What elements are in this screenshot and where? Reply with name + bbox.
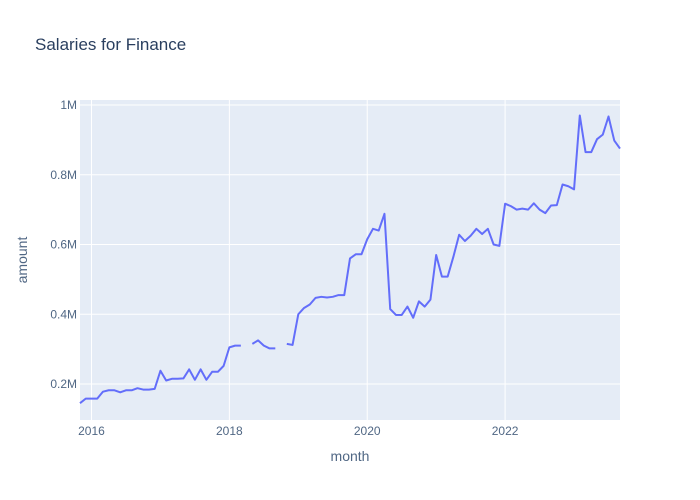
y-tick-label: 0.4M — [50, 307, 77, 321]
x-tick-label: 2018 — [216, 424, 243, 438]
x-tick-label: 2020 — [354, 424, 381, 438]
y-tick-label: 1M — [60, 98, 77, 112]
series-line-segment-1[interactable] — [79, 344, 241, 404]
grid-lines — [80, 100, 620, 420]
y-tick-label: 0.8M — [50, 168, 77, 182]
series-lines — [79, 114, 621, 404]
tick-labels: 2016 2018 2020 2022 0.2M 0.4M 0.6M 0.8M 1M — [50, 98, 518, 438]
chart-title: Salaries for Finance — [35, 35, 186, 54]
y-tick-label: 0.2M — [50, 377, 77, 391]
series-line-segment-3[interactable] — [286, 114, 621, 346]
x-tick-label: 2016 — [78, 424, 105, 438]
series-line-segment-2[interactable] — [251, 339, 276, 350]
y-tick-label: 0.6M — [50, 238, 77, 252]
x-tick-label: 2022 — [492, 424, 519, 438]
x-axis-title: month — [331, 448, 370, 464]
y-axis-title: amount — [14, 237, 30, 284]
